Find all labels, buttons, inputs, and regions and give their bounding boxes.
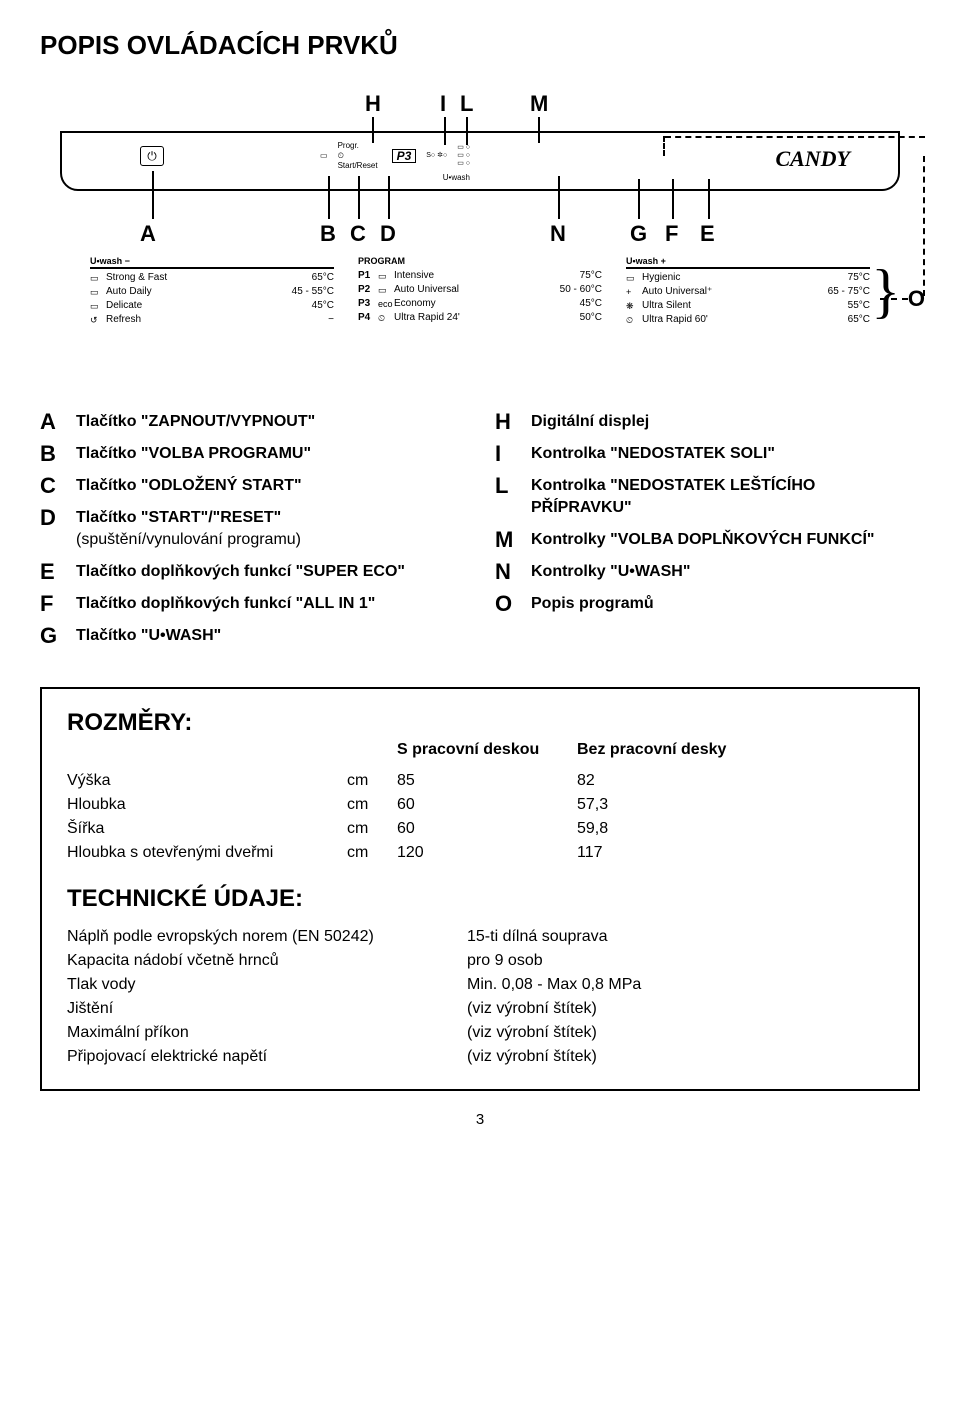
diagram-letter-D: D [380,221,396,247]
legend-item-D: DTlačítko "START"/"RESET"(spuštění/vynul… [40,507,465,551]
legend-item-G: GTlačítko "U•WASH" [40,625,465,647]
spec-box: ROZMĚRY: S pracovní deskou Bez pracovní … [40,687,920,1091]
legend-item-A: ATlačítko "ZAPNOUT/VYPNOUT" [40,411,465,433]
legend-item-E: ETlačítko doplňkových funkcí "SUPER ECO" [40,561,465,583]
diagram-letter-I: I [440,91,446,117]
legend-item-I: IKontrolka "NEDOSTATEK SOLI" [495,443,920,465]
legend-item-B: BTlačítko "VOLBA PROGRAMU" [40,443,465,465]
program-row: +Auto Universal⁺65 - 75°C [626,285,870,299]
program-row: ▭Strong & Fast65°C [90,271,334,285]
display: P3 [392,149,417,163]
diagram-letter-N: N [550,221,566,247]
program-column-header: U•wash − [90,256,334,269]
diagram-letter-C: C [350,221,366,247]
tech-row: Připojovací elektrické napětí(viz výrobn… [67,1045,893,1069]
legend-item-O: OPopis programů [495,593,920,615]
power-icon: ⏻ [140,146,164,166]
dims-hdr-with: S pracovní deskou [397,741,577,759]
page-title: POPIS OVLÁDACÍCH PRVKŮ [40,30,920,61]
diagram-letter-M: M [530,91,548,117]
o-dash [923,156,925,296]
program-column: U•wash − ▭Strong & Fast65°C▭Auto Daily45 … [90,256,334,327]
tech-row: Maximální příkon(viz výrobní štítek) [67,1021,893,1045]
program-column-header: PROGRAM [358,256,602,267]
tech-row: Tlak vodyMin. 0,08 - Max 0,8 MPa [67,973,893,997]
legend: ATlačítko "ZAPNOUT/VYPNOUT" BTlačítko "VO… [40,411,920,657]
legend-item-C: CTlačítko "ODLOŽENÝ START" [40,475,465,497]
diagram-letter-L: L [460,91,473,117]
legend-item-L: LKontrolka "NEDOSTATEK LEŠTÍCÍHO PŘÍPRAV… [495,475,920,519]
letter-O: O [908,286,925,312]
program-row: P1▭Intensive75°C [358,269,602,283]
brace: } [871,261,900,321]
program-column-header: U•wash + [626,256,870,269]
dimension-row: Hloubka s otevřenými dveřmicm120117 [67,841,893,865]
program-row: P3ecoEconomy45°C [358,297,602,311]
dimension-row: Hloubkacm6057,3 [67,793,893,817]
program-column: U•wash + ▭Hygienic75°C+Auto Universal⁺65 … [626,256,870,327]
brand-logo: CANDY [775,146,850,172]
diagram-letter-G: G [630,221,647,247]
diagram-letter-A: A [140,221,156,247]
tech-row: Jištění(viz výrobní štítek) [67,997,893,1021]
dimension-row: Šířkacm6059,8 [67,817,893,841]
tech-row: Kapacita nádobí včetně hrncůpro 9 osob [67,949,893,973]
legend-item-N: NKontrolky "U•WASH" [495,561,920,583]
diagram-letter-H: H [365,91,381,117]
diagram-letter-F: F [665,221,678,247]
center-cluster: ▭ Progr. ⏲ Start/Reset P3 S○ ✲○ ▭ ○▭ ○▭ … [320,141,470,183]
program-row: ▭Auto Daily45 - 55°C [90,285,334,299]
program-row: P2▭Auto Universal50 - 60°C [358,283,602,297]
tech-row: Náplň podle evropských norem (EN 50242)1… [67,925,893,949]
program-column: PROGRAM P1▭Intensive75°CP2▭Auto Universal… [358,256,602,327]
legend-item-F: FTlačítko doplňkových funkcí "ALL IN 1" [40,593,465,615]
legend-item-H: HDigitální displej [495,411,920,433]
page-number: 3 [40,1111,920,1128]
program-row: ▭Delicate45°C [90,299,334,313]
tech-title: TECHNICKÉ ÚDAJE: [67,885,893,913]
diagram-letter-E: E [700,221,715,247]
panel-outline [60,131,900,191]
program-row: ⏲Ultra Rapid 60'65°C [626,313,870,327]
dims-title: ROZMĚRY: [67,709,893,737]
legend-item-M: MKontrolky "VOLBA DOPLŇKOVÝCH FUNKCÍ" [495,529,920,551]
program-row: ▭Hygienic75°C [626,271,870,285]
program-row: ❋Ultra Silent55°C [626,299,870,313]
dims-hdr-without: Bez pracovní desky [577,741,893,759]
diagram-letter-B: B [320,221,336,247]
program-row: P4⏲Ultra Rapid 24'50°C [358,311,602,325]
program-row: ↺Refresh− [90,313,334,327]
control-panel-diagram: H IL M ⏻ ▭ Progr. ⏲ Start/Reset P3 S○ ✲○ ▭… [40,91,920,381]
dimension-row: Výškacm8582 [67,769,893,793]
